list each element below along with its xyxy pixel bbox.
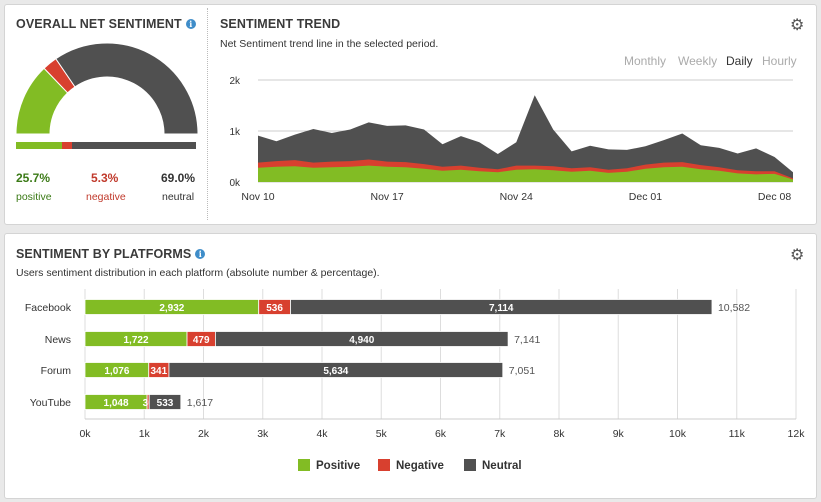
bar-x-tick-label: 5k	[376, 428, 388, 440]
neutral-percentage: 69.0%	[161, 171, 196, 185]
trend-area-neutral	[258, 95, 793, 182]
bar-x-tick-label: 4k	[316, 428, 328, 440]
bar-value-label: 36	[143, 398, 155, 409]
trend-x-tick-label: Dec 01	[629, 191, 662, 203]
bar-x-tick-label: 6k	[435, 428, 447, 440]
bar-x-tick-label: 10k	[669, 428, 687, 440]
bar-segment-neutral[interactable]	[168, 362, 504, 378]
period-daily[interactable]: Daily	[726, 54, 753, 68]
trend-y-tick-label: 0k	[229, 178, 241, 189]
trend-area-positive	[258, 165, 793, 182]
platforms-title-text: SENTIMENT BY PLATFORMS	[16, 247, 192, 261]
bar-value-label: 2,932	[159, 303, 184, 314]
negative-percentage: 5.3%	[91, 171, 119, 185]
trend-title: SENTIMENT TREND	[220, 17, 341, 31]
bar-x-tick-label: 11k	[729, 428, 746, 440]
legend-positive-label: Positive	[316, 460, 361, 472]
bar-category-label: Forum	[41, 365, 72, 377]
legend-positive[interactable]: Positive	[298, 459, 360, 472]
gear-icon[interactable]: ⚙	[790, 247, 805, 264]
trend-x-tick-label: Nov 24	[500, 191, 533, 203]
legend-negative-label: Negative	[396, 460, 444, 472]
bar-x-tick-label: 8k	[553, 428, 565, 440]
bar-value-label: 341	[151, 366, 168, 377]
trend-x-tick-label: Nov 10	[241, 191, 274, 203]
legend-neutral-label: Neutral	[482, 460, 522, 472]
bar-x-tick-label: 3k	[257, 428, 269, 440]
bar-total-label: 1,617	[187, 397, 213, 409]
info-icon[interactable]: i	[195, 249, 206, 259]
overall-title-text: OVERALL NET SENTIMENT	[16, 17, 182, 31]
bar-segment-neutral[interactable]	[148, 394, 182, 410]
bar-value-label: 1,048	[104, 398, 129, 409]
bar-value-label: 5,634	[323, 366, 348, 377]
positive-percentage: 25.7%	[16, 171, 51, 185]
bar-category-label: Facebook	[25, 302, 72, 314]
bar-x-tick-label: 7k	[494, 428, 506, 440]
trend-x-tick-label: Dec 08	[758, 191, 791, 203]
negative-label: negative	[86, 191, 126, 203]
dist-bar-negative	[62, 142, 72, 149]
bar-value-label: 533	[157, 398, 174, 409]
bar-value-label: 1,076	[104, 366, 129, 377]
trend-y-tick-label: 2k	[229, 76, 241, 87]
trend-chart: 0k 1k 2k Nov 10 Nov 17 Nov 24 Dec 01 Dec 08	[229, 76, 793, 203]
bar-value-label: 7,114	[489, 303, 514, 314]
neutral-label: neutral	[162, 191, 195, 203]
platforms-title: SENTIMENT BY PLATFORMS i	[16, 247, 206, 261]
bar-segment-neutral[interactable]	[215, 331, 509, 347]
platforms-chart: 0k 1k 2k 3k 4k 5k 6k 7k 8k 9k 10k 11k 12k Facebook 2,9…	[25, 289, 806, 440]
period-hourly[interactable]: Hourly	[762, 54, 797, 68]
top-panel	[4, 4, 817, 225]
bar-x-tick-label: 9k	[613, 428, 625, 440]
legend-negative-swatch	[378, 459, 390, 471]
trend-subtitle: Net Sentiment trend line in the selected…	[220, 38, 439, 50]
bar-total-label: 7,051	[509, 365, 535, 377]
period-monthly[interactable]: Monthly	[624, 54, 667, 68]
bar-x-tick-label: 2k	[198, 428, 210, 440]
bar-value-label: 1,722	[123, 335, 148, 346]
platforms-subtitle: Users sentiment distribution in each pla…	[16, 267, 380, 279]
gauge-segment-neutral	[55, 42, 199, 135]
info-icon[interactable]: i	[185, 19, 196, 29]
bar-x-tick-label: 1k	[139, 428, 151, 440]
bar-value-label: 4,940	[349, 335, 374, 346]
legend-positive-swatch	[298, 459, 310, 471]
legend-negative[interactable]: Negative	[378, 459, 444, 472]
sentiment-distribution-bar	[16, 142, 196, 149]
bar-category-label: News	[45, 334, 71, 346]
panel-divider	[207, 8, 208, 220]
trend-x-tick-label: Nov 17	[370, 191, 403, 203]
bar-x-tick-label: 0k	[79, 428, 91, 440]
legend-neutral[interactable]: Neutral	[464, 459, 522, 472]
dist-bar-neutral	[71, 142, 196, 149]
bar-category-label: YouTube	[30, 397, 71, 409]
bar-x-tick-label: 12k	[788, 428, 806, 440]
period-weekly[interactable]: Weekly	[678, 54, 718, 68]
gauge-chart	[15, 42, 199, 135]
bar-total-label: 7,141	[514, 334, 540, 346]
overall-title: OVERALL NET SENTIMENT i	[16, 17, 196, 31]
gear-icon[interactable]: ⚙	[790, 17, 805, 34]
bar-value-label: 536	[266, 303, 283, 314]
legend-neutral-swatch	[464, 459, 476, 471]
bar-segment-neutral[interactable]	[290, 299, 713, 315]
bar-total-label: 10,582	[718, 302, 750, 314]
dist-bar-positive	[16, 142, 63, 149]
trend-y-tick-label: 1k	[229, 127, 241, 138]
positive-label: positive	[16, 191, 52, 203]
bar-value-label: 479	[193, 335, 210, 346]
